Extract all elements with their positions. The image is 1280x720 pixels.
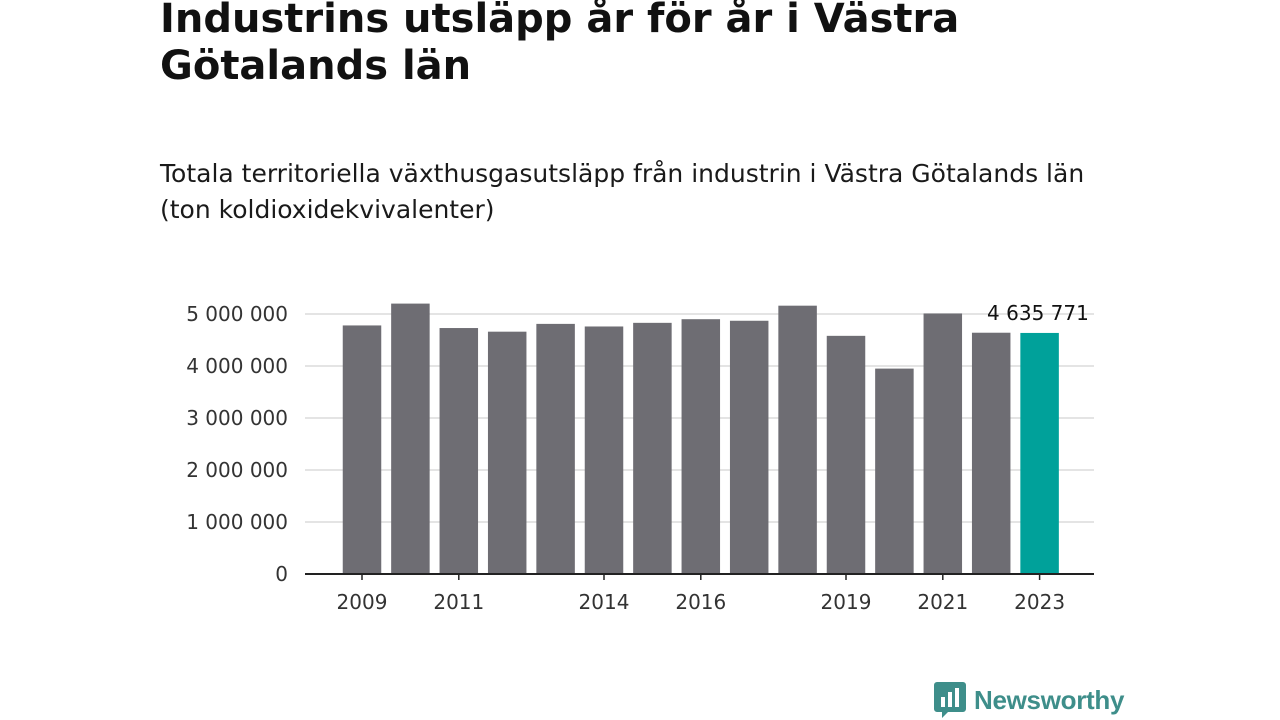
x-tick-label: 2016	[675, 590, 726, 614]
x-tick-label: 2011	[433, 590, 484, 614]
y-tick-label: 0	[275, 562, 288, 586]
bar-2011	[439, 328, 479, 574]
brand-logo: Newsworthy	[934, 682, 1124, 718]
bar-2013	[536, 323, 575, 574]
bar-2018	[778, 305, 817, 574]
data-labels: 4 635 771	[987, 301, 1089, 325]
brand-name: Newsworthy	[974, 684, 1125, 715]
y-tick-label: 5 000 000	[186, 302, 288, 326]
bar-2019	[826, 335, 866, 574]
bar-2016	[681, 319, 721, 574]
y-tick-label: 3 000 000	[186, 406, 288, 430]
bar-chart-speech-bubble-icon	[934, 682, 966, 718]
y-tick-label: 2 000 000	[186, 458, 288, 482]
bar-2010	[391, 303, 430, 574]
x-axis	[305, 573, 1094, 580]
y-tick-label: 4 000 000	[186, 354, 288, 378]
x-axis-tick-labels: 2009 2011 2014 2016 2019 2021 2023	[337, 590, 1066, 614]
bar-2023	[1020, 332, 1059, 574]
bar-2012	[487, 331, 527, 574]
chart-title: Industrins utsläpp år för år i Västra Gö…	[160, 0, 960, 89]
highlight-value-label: 4 635 771	[987, 301, 1089, 325]
bar-2020	[875, 368, 914, 574]
bar-2014	[584, 326, 624, 574]
bar-2021	[923, 313, 963, 574]
y-tick-label: 1 000 000	[186, 510, 288, 534]
chart-subtitle: Totala territoriella växthusgasutsläpp f…	[160, 159, 1085, 224]
bar-2017	[729, 320, 769, 574]
bars	[342, 303, 1059, 574]
bar-2015	[633, 322, 672, 574]
x-tick-label: 2021	[917, 590, 968, 614]
bar-2009	[342, 325, 382, 574]
x-tick-label: 2014	[579, 590, 630, 614]
y-axis-tick-labels: 0 1 000 000 2 000 000 3 000 000 4 000 000 5 0…	[186, 302, 288, 586]
bar-2022	[971, 332, 1011, 574]
x-tick-label: 2023	[1014, 590, 1065, 614]
x-tick-label: 2009	[337, 590, 388, 614]
x-tick-label: 2019	[821, 590, 872, 614]
